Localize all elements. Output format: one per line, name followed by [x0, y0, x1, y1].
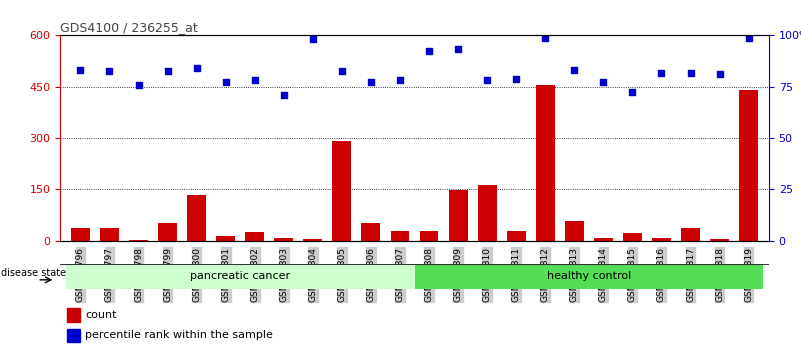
Point: [74, 67, 87, 73]
Text: pancreatic cancer: pancreatic cancer: [190, 271, 290, 281]
Text: percentile rank within the sample: percentile rank within the sample: [85, 330, 273, 341]
Point: [509, 76, 522, 82]
Point: [481, 77, 493, 83]
Text: disease state: disease state: [2, 268, 66, 278]
Bar: [449, 190, 468, 241]
Point: [277, 92, 290, 98]
Text: count: count: [85, 310, 116, 320]
Point: [161, 68, 174, 74]
Bar: [739, 90, 758, 241]
Bar: [67, 308, 80, 321]
Bar: [507, 231, 525, 241]
Bar: [681, 228, 700, 241]
Bar: [274, 238, 293, 241]
Bar: [304, 239, 322, 241]
Bar: [187, 195, 206, 241]
Point: [364, 79, 377, 85]
Bar: [623, 233, 642, 241]
Point: [248, 77, 261, 83]
Bar: [332, 142, 352, 241]
Bar: [391, 231, 409, 241]
Point: [626, 89, 639, 95]
Bar: [710, 239, 729, 241]
Point: [713, 71, 726, 77]
Point: [423, 48, 436, 54]
Bar: [415, 264, 763, 289]
Bar: [216, 236, 235, 241]
Bar: [594, 238, 613, 241]
Point: [307, 36, 320, 42]
Bar: [565, 221, 584, 241]
Point: [452, 46, 465, 52]
Point: [597, 79, 610, 85]
Bar: [67, 329, 80, 342]
Point: [393, 77, 406, 83]
Point: [190, 65, 203, 71]
Point: [743, 35, 755, 41]
Text: GDS4100 / 236255_at: GDS4100 / 236255_at: [60, 21, 198, 34]
Text: healthy control: healthy control: [547, 271, 631, 281]
Bar: [129, 240, 148, 241]
Bar: [652, 238, 671, 241]
Point: [684, 70, 697, 76]
Bar: [66, 264, 415, 289]
Point: [103, 68, 116, 74]
Bar: [100, 228, 119, 241]
Bar: [477, 185, 497, 241]
Point: [568, 68, 581, 73]
Bar: [420, 231, 438, 241]
Point: [539, 35, 552, 41]
Bar: [245, 232, 264, 241]
Bar: [361, 223, 380, 241]
Point: [655, 70, 668, 76]
Point: [336, 68, 348, 74]
Bar: [158, 223, 177, 241]
Point: [219, 79, 232, 85]
Bar: [71, 228, 90, 241]
Bar: [536, 85, 555, 241]
Point: [132, 82, 145, 88]
